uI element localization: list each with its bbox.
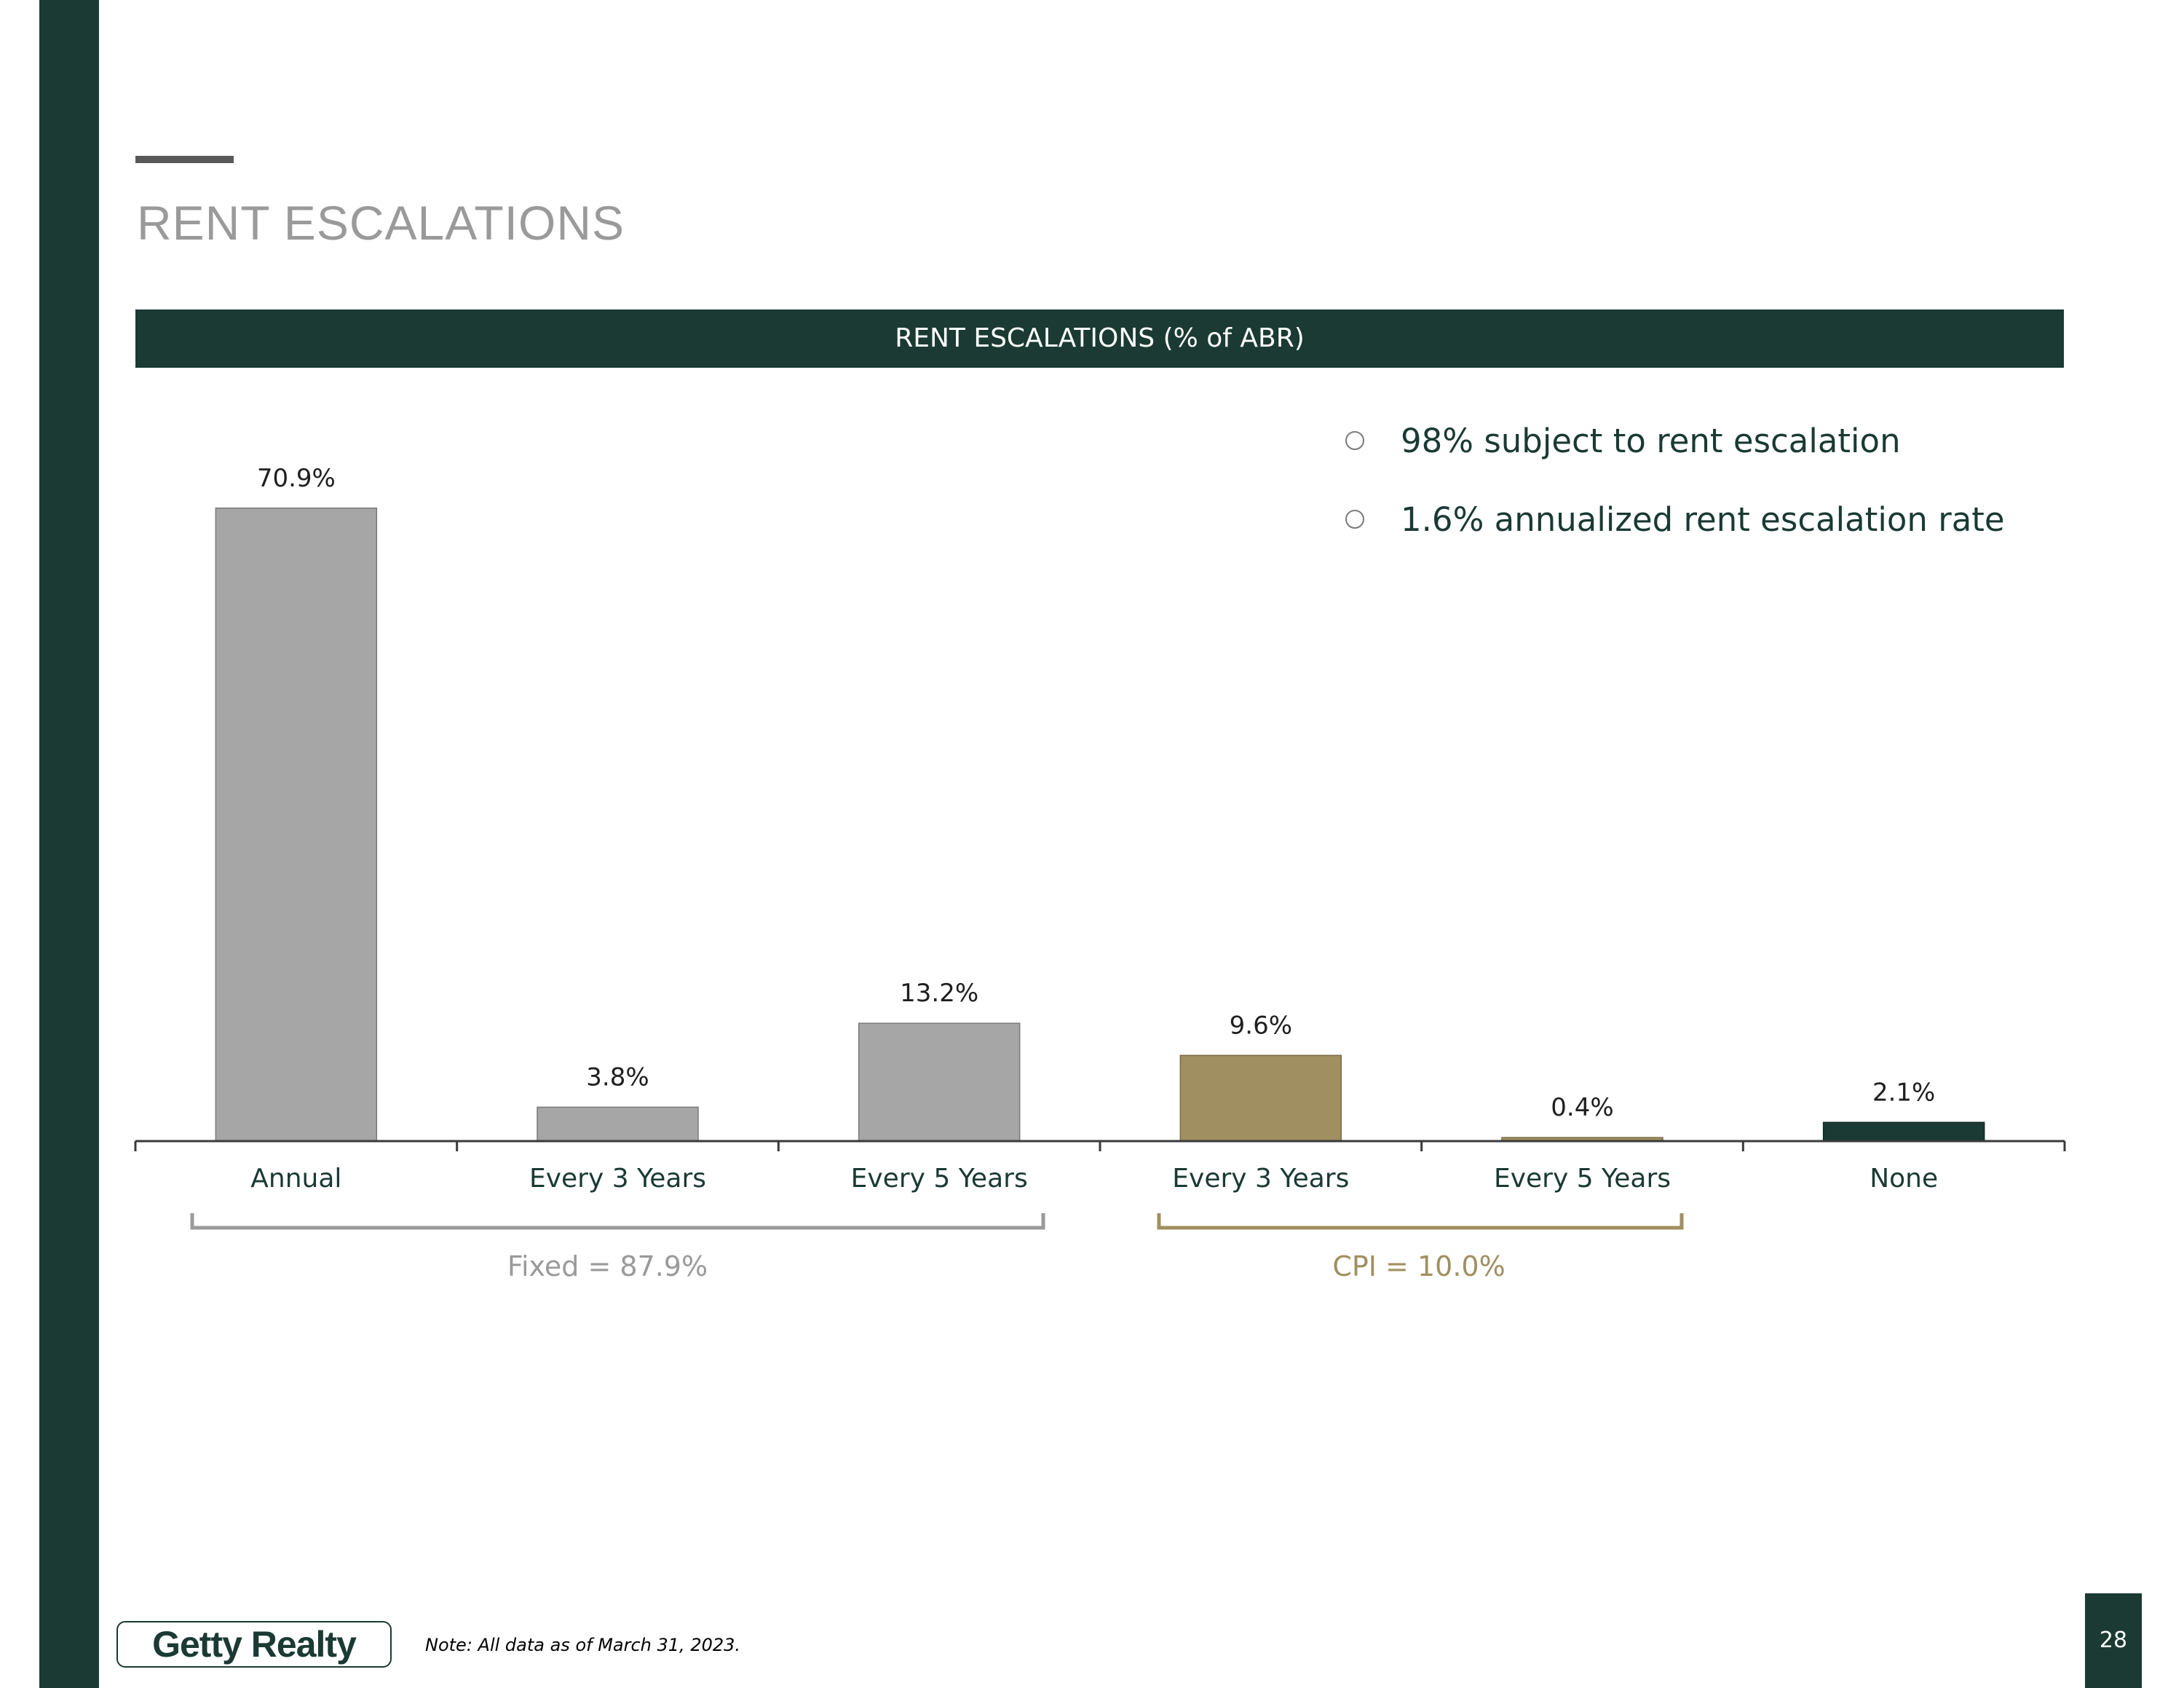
key-stat-text: 1.6% annualized rent escalation rate xyxy=(1401,500,2005,539)
bar xyxy=(215,508,378,1142)
key-stat-item: 1.6% annualized rent escalation rate xyxy=(1340,495,2005,543)
hollow-circle-bullet-icon xyxy=(1345,431,1364,450)
bar xyxy=(537,1106,699,1142)
footnote: Note: All data as of March 31, 2023. xyxy=(425,1635,741,1655)
key-stat-item: 98% subject to rent escalation xyxy=(1340,417,2005,465)
x-tick-label: Every 5 Years xyxy=(1494,1164,1671,1194)
key-stat-text: 98% subject to rent escalation xyxy=(1401,421,1901,460)
data-label: 0.4% xyxy=(1551,1093,1613,1122)
bar xyxy=(1822,1121,1985,1142)
chart-header: RENT ESCALATIONS (% of ABR) xyxy=(135,309,2064,368)
group-bracket xyxy=(1157,1213,1684,1230)
x-tick-label: Every 5 Years xyxy=(851,1164,1028,1194)
group-bracket xyxy=(190,1213,1045,1230)
data-label: 70.9% xyxy=(257,464,336,493)
data-label: 2.1% xyxy=(1872,1078,1935,1107)
bar xyxy=(1179,1054,1342,1142)
group-label: CPI = 10.0% xyxy=(1332,1250,1505,1282)
hollow-circle-bullet-icon xyxy=(1345,510,1364,529)
x-tick-label: None xyxy=(1870,1164,1938,1194)
getty-realty-logo: Getty Realty xyxy=(116,1621,392,1668)
x-tick-label: Annual xyxy=(250,1164,341,1194)
x-tick-label: Every 3 Years xyxy=(529,1164,706,1194)
bar xyxy=(858,1022,1021,1142)
title-rule xyxy=(135,156,234,163)
left-accent-bar xyxy=(39,0,99,1688)
data-label: 13.2% xyxy=(900,979,978,1008)
page-number: 28 xyxy=(2085,1593,2142,1688)
page-title: RENT ESCALATIONS xyxy=(137,196,625,250)
key-stats-list: 98% subject to rent escalation 1.6% annu… xyxy=(1340,417,2005,574)
group-label: Fixed = 87.9% xyxy=(507,1250,708,1282)
data-label: 9.6% xyxy=(1230,1011,1292,1040)
data-label: 3.8% xyxy=(586,1062,649,1092)
x-tick-label: Every 3 Years xyxy=(1172,1164,1349,1194)
